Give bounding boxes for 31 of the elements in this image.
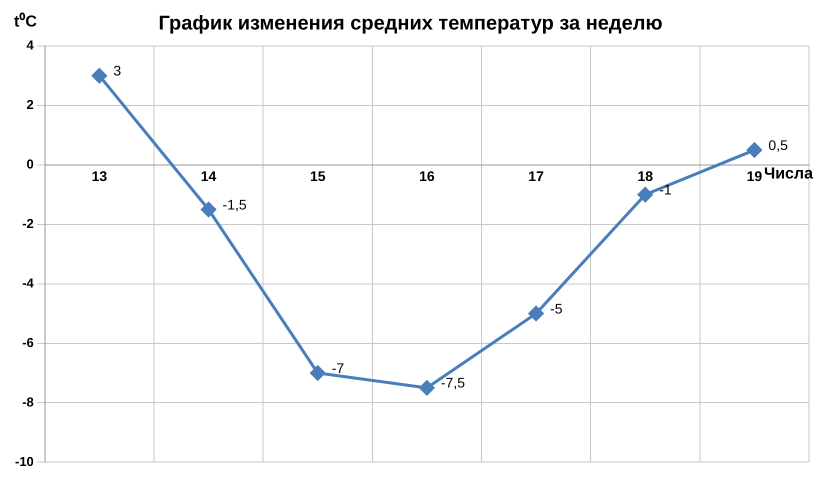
data-label: 3 xyxy=(113,62,122,79)
x-tick-label: 14 xyxy=(200,168,217,184)
point xyxy=(92,68,107,84)
point xyxy=(528,306,544,322)
data-label: -1,5 xyxy=(222,196,247,212)
y-axis-title: t⁰C xyxy=(14,12,38,30)
y-tick-label: -2 xyxy=(22,216,34,231)
x-tick-label: 15 xyxy=(310,168,326,184)
point xyxy=(419,380,434,396)
y-tick-label: 0 xyxy=(26,156,34,172)
y-tick-label: -8 xyxy=(22,394,34,410)
point xyxy=(638,187,653,202)
point xyxy=(310,366,326,381)
data-label: -7 xyxy=(332,360,344,376)
x-tick-label: 18 xyxy=(637,168,654,184)
x-tick-label: 16 xyxy=(419,168,435,184)
y-tick-label: 4 xyxy=(26,38,35,53)
x-tick-label: 13 xyxy=(92,168,108,184)
data-label: -5 xyxy=(550,300,563,316)
point xyxy=(201,202,216,218)
data-label: 0,5 xyxy=(768,136,788,153)
x-tick-label: 19 xyxy=(746,168,762,184)
x-axis-title: Числа xyxy=(764,165,814,182)
y-tick-label: -6 xyxy=(22,334,34,350)
point xyxy=(746,142,762,158)
data-label: -7,5 xyxy=(440,374,466,391)
y-tick-label: -10 xyxy=(14,454,34,469)
chart-title: График изменения средних температур за неделю xyxy=(158,12,663,35)
x-tick-label: 17 xyxy=(528,168,544,184)
y-tick-label: -4 xyxy=(22,275,35,290)
y-tick-label: 2 xyxy=(26,97,34,112)
